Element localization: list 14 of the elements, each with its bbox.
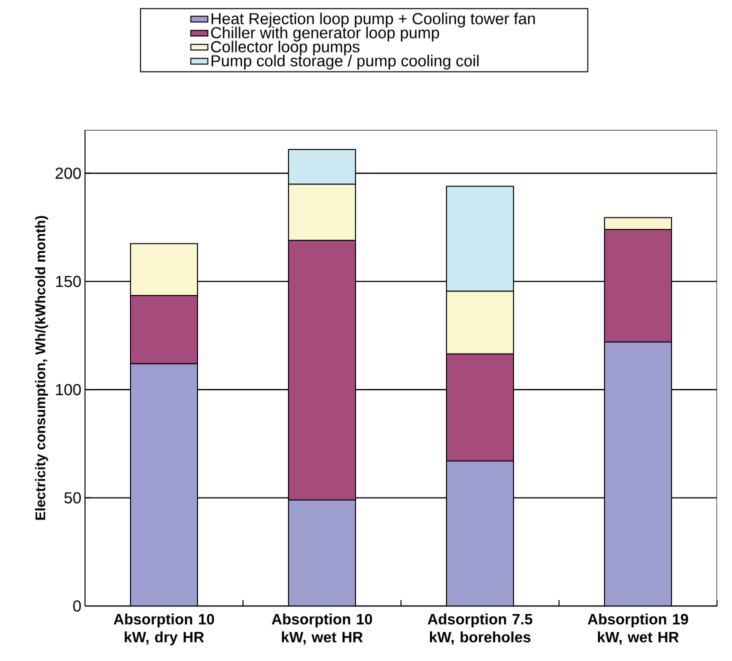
- y-tick-label: 50: [64, 492, 81, 504]
- y-tick-label: 200: [56, 168, 81, 179]
- legend-label: Pump cold storage / pump cooling coil: [212, 54, 479, 70]
- y-tick-label: 100: [56, 384, 81, 396]
- y-axis-title: Electricity consumption, Wh/(kWhcold month): [35, 216, 48, 520]
- legend-label: Heat Rejection loop pump + Cooling tower fan: [212, 12, 535, 28]
- y-tick-label: 0: [73, 600, 81, 612]
- y-tick-label: 150: [56, 276, 81, 288]
- x-tick-label: Absorption 10 kW, dry HR: [114, 613, 214, 646]
- legend-label: Collector loop pumps: [211, 40, 360, 56]
- x-tick-label: Absorption 19 kW, wet HR: [588, 613, 688, 645]
- x-tick-label: Adsorption 7.5 kW, boreholes: [428, 613, 532, 645]
- x-tick-label: Absorption 10 kW, wet HR: [272, 613, 372, 645]
- legend-label: Chiller with generator loop pump: [211, 26, 440, 42]
